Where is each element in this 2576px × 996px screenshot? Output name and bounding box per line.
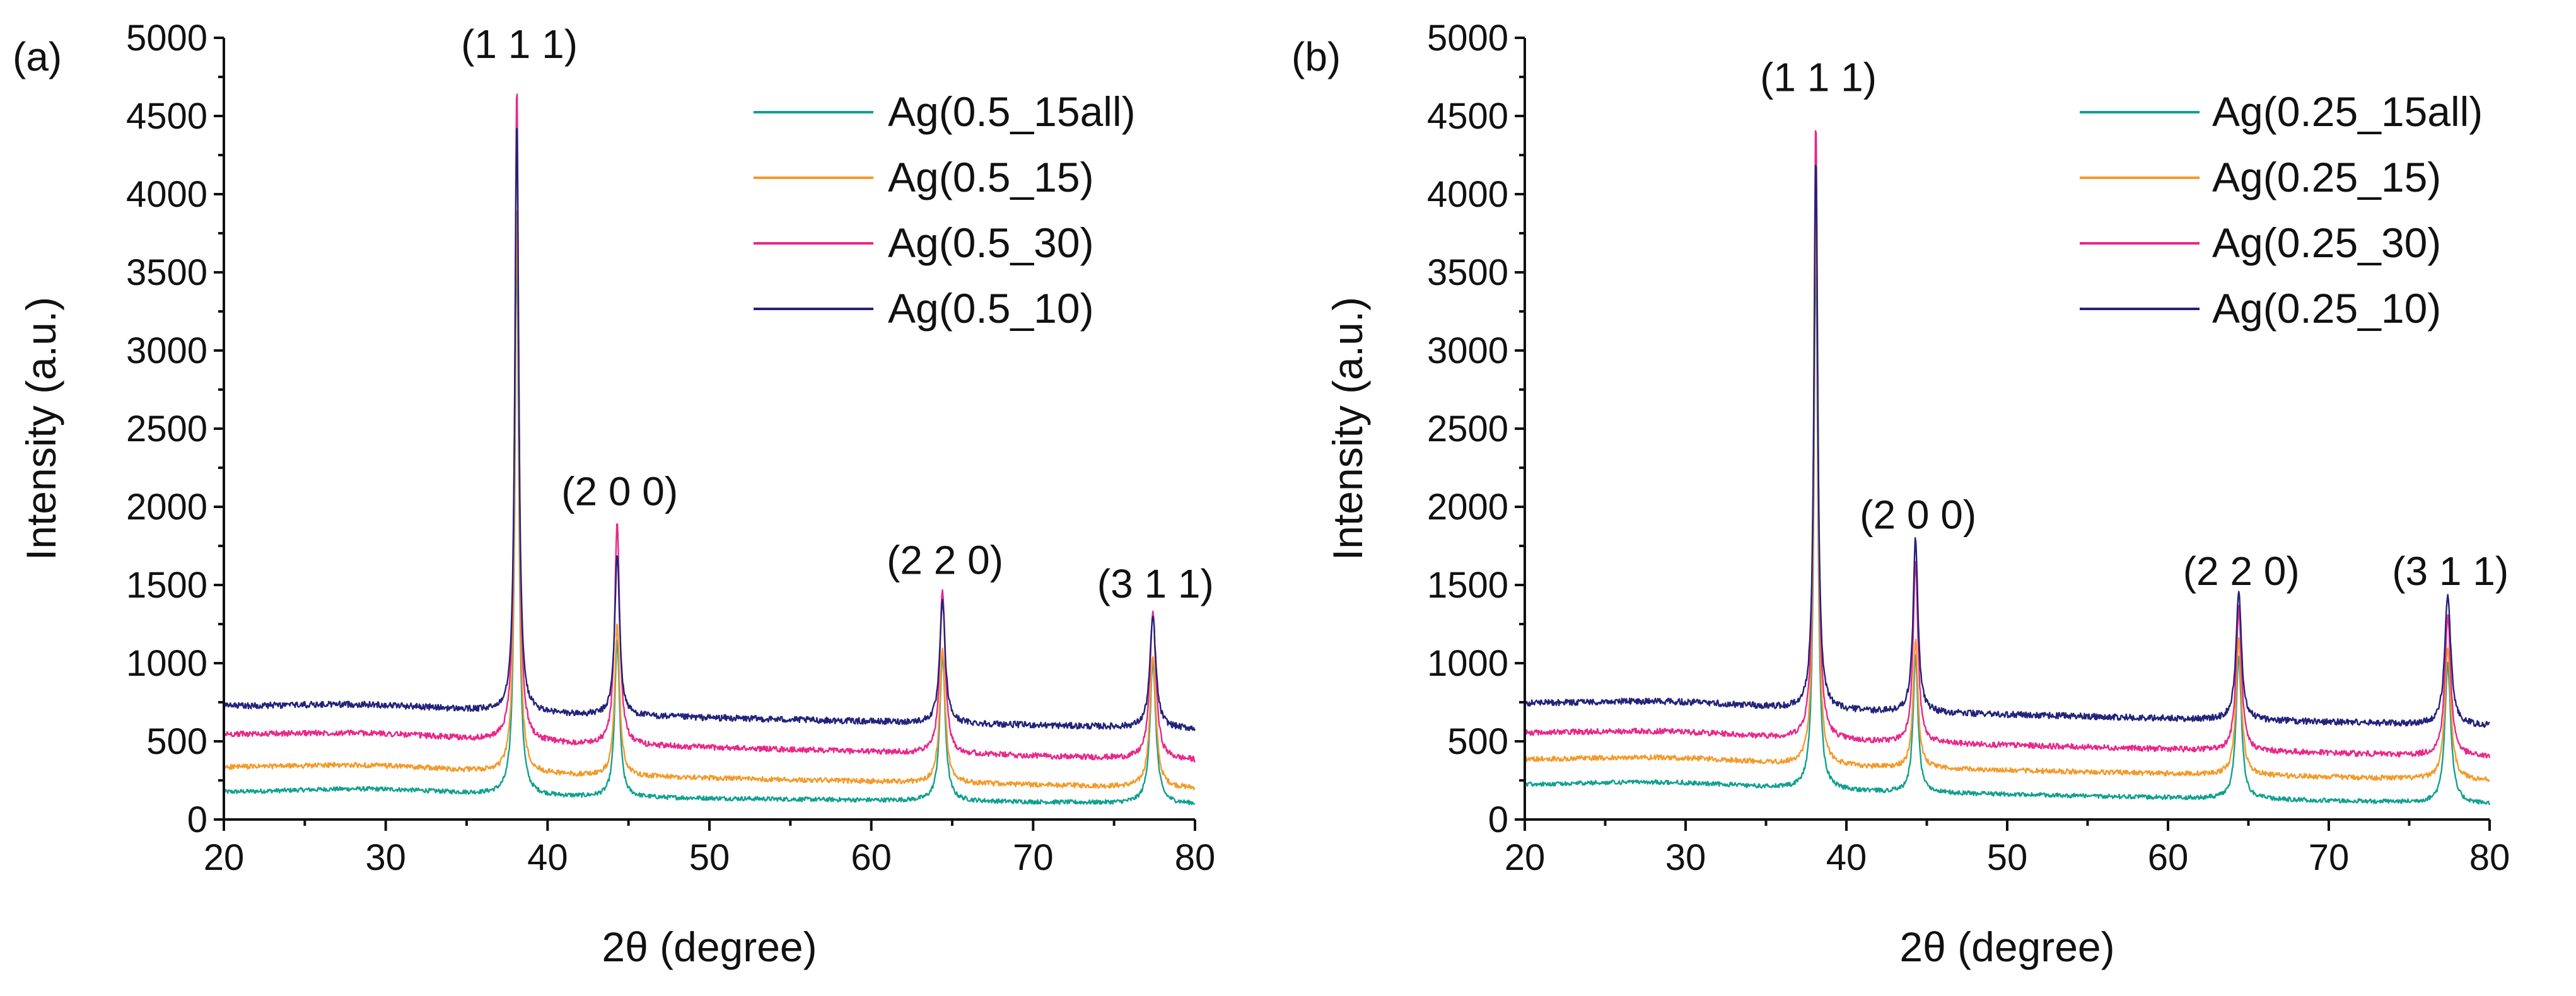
panel-a-peak-label-111: (1 1 1)	[461, 21, 578, 67]
panel-b-x-tick-label: 20	[1505, 837, 1546, 878]
panel-a-series	[223, 93, 1196, 806]
panel-b-legend-item: Ag(0.25_15all)	[2080, 88, 2483, 135]
panel-b-y-tick-label: 3500	[1427, 252, 1508, 293]
panel-a-x-tick-label: 70	[1013, 837, 1054, 878]
panel-b-x-tick-label: 70	[2309, 837, 2350, 878]
panel-b-y-tick-label: 3000	[1427, 330, 1508, 371]
panel-a-y-tick-label: 4000	[126, 174, 207, 215]
panel-a-legend-item: Ag(0.5_10)	[754, 285, 1094, 332]
panel-b-x-tick-label: 80	[2469, 837, 2510, 878]
panel-a-x-tick-label: 30	[365, 837, 406, 878]
panel-b-label: (b)	[1291, 34, 1341, 79]
panel-a-y-ticks: 0 500 1000 1500 2000 2500 3000 3500 4000 4500 5000	[126, 18, 224, 840]
panel-a-x-tick-label: 40	[527, 837, 568, 878]
panel-a-peak-label-220: (2 2 0)	[887, 538, 1003, 583]
panel-b-y-tick-label: 1000	[1427, 643, 1508, 684]
panel-b-legend-label: Ag(0.25_15all)	[2212, 88, 2483, 135]
panel-b-legend-label: Ag(0.25_15)	[2212, 154, 2441, 200]
panel-a-peak-labels: (1 1 1) (2 0 0) (2 2 0) (3 1 1)	[461, 21, 1214, 606]
panel-b-peak-label-311: (3 1 1)	[2392, 548, 2509, 594]
panel-b-peak-label-111: (1 1 1)	[1760, 54, 1877, 100]
panel-a-y-tick-label: 4500	[126, 96, 207, 137]
panel-b-x-tick-label: 50	[1987, 837, 2028, 878]
panel-b-x-tick-label: 40	[1826, 837, 1867, 878]
panel-a-x-ticks: 20 30 40 50 60 70 80	[204, 819, 1216, 878]
panel-b-legend-label: Ag(0.25_30)	[2212, 219, 2441, 266]
panel-b-series-line	[1524, 219, 2490, 782]
panel-a-legend-item: Ag(0.5_30)	[754, 219, 1094, 266]
panel-a-series-line	[223, 127, 1196, 731]
panel-a-y-tick-label: 0	[187, 799, 207, 840]
panel-a-legend-item: Ag(0.5_15all)	[754, 88, 1136, 135]
panel-a-x-axis-title: 2θ (degree)	[602, 924, 817, 970]
panel-a-legend: Ag(0.5_15all) Ag(0.5_15) Ag(0.5_30) Ag(0…	[754, 88, 1136, 332]
panel-b-legend-label: Ag(0.25_10)	[2212, 285, 2441, 332]
panel-a-y-axis-title: Intensity (a.u.)	[18, 297, 64, 560]
panel-a-x-tick-label: 60	[851, 837, 892, 878]
panel-b-x-axis-title: 2θ (degree)	[1899, 924, 2114, 970]
panel-b-x-ticks: 20 30 40 50 60 70 80	[1505, 819, 2510, 878]
panel-b-legend-item: Ag(0.25_10)	[2080, 285, 2441, 332]
panel-a-series-line	[223, 244, 1196, 806]
panel-a-x-tick-label: 20	[204, 837, 245, 878]
panel-b-y-tick-label: 0	[1488, 799, 1508, 840]
panel-a-label: (a)	[13, 34, 62, 79]
panel-b-y-tick-label: 4000	[1427, 174, 1508, 215]
panel-b-y-tick-label: 500	[1447, 721, 1508, 762]
panel-b-legend-item: Ag(0.25_30)	[2080, 219, 2441, 266]
panel-a-legend-item: Ag(0.5_15)	[754, 154, 1094, 200]
panel-b-y-ticks: 0 500 1000 1500 2000 2500 3000 3500 4000 4500 5000	[1427, 18, 1525, 840]
panel-b-series-line	[1524, 130, 2491, 759]
panel-b-x-tick-label: 30	[1665, 837, 1706, 878]
panel-a-legend-label: Ag(0.5_15)	[888, 154, 1094, 200]
panel-b-legend: Ag(0.25_15all) Ag(0.25_15) Ag(0.25_30) A…	[2080, 88, 2483, 332]
panel-b-y-tick-label: 4500	[1427, 96, 1508, 137]
panel-b-legend-item: Ag(0.25_15)	[2080, 154, 2441, 200]
panel-a-y-tick-label: 2500	[126, 408, 207, 449]
panel-a-y-tick-label: 3000	[126, 330, 207, 371]
panel-b-y-tick-label: 2500	[1427, 408, 1508, 449]
panel-b-x-tick-label: 60	[2148, 837, 2189, 878]
panel-a-series-line	[223, 93, 1196, 763]
panel-a-legend-label: Ag(0.5_30)	[888, 219, 1094, 266]
panel-b-y-tick-label: 2000	[1427, 487, 1508, 528]
panel-b-peak-labels: (1 1 1) (2 0 0) (2 2 0) (3 1 1)	[1760, 54, 2509, 594]
panel-a-y-tick-label: 1000	[126, 643, 207, 684]
panel-a-x-tick-label: 50	[689, 837, 730, 878]
panel-b-series-line	[1524, 165, 2490, 728]
panel-b-peak-label-200: (2 0 0)	[1860, 492, 1976, 538]
panel-a-legend-label: Ag(0.5_10)	[888, 285, 1094, 332]
panel-a-legend-label: Ag(0.5_15all)	[888, 88, 1136, 135]
panel-a-y-tick-label: 500	[146, 721, 207, 762]
panel-b-chart: (b) 0 500 1000 1500 2000 2500 3000 3500 4000 4500…	[1291, 18, 2510, 970]
panel-b-series-line	[1524, 248, 2491, 806]
panel-a-y-tick-label: 5000	[126, 18, 207, 59]
panel-b-peak-label-220: (2 2 0)	[2183, 548, 2300, 594]
panel-b-y-tick-label: 5000	[1427, 18, 1508, 59]
panel-a-y-tick-label: 1500	[126, 565, 207, 606]
panel-a-y-tick-label: 2000	[126, 487, 207, 528]
panel-b-series	[1524, 130, 2491, 806]
panel-a-x-tick-label: 80	[1175, 837, 1216, 878]
panel-a-y-tick-label: 3500	[126, 252, 207, 293]
panel-a-series-line	[223, 210, 1196, 790]
panel-a-peak-label-200: (2 0 0)	[561, 469, 678, 514]
panel-b-y-tick-label: 1500	[1427, 565, 1508, 606]
panel-a-chart: (a) 0 500 1000 1500 2000 2500 3000 3500 4000 4500…	[13, 18, 1215, 970]
panel-a-peak-label-311: (3 1 1)	[1097, 561, 1214, 606]
panel-b-y-axis-title: Intensity (a.u.)	[1324, 297, 1371, 560]
